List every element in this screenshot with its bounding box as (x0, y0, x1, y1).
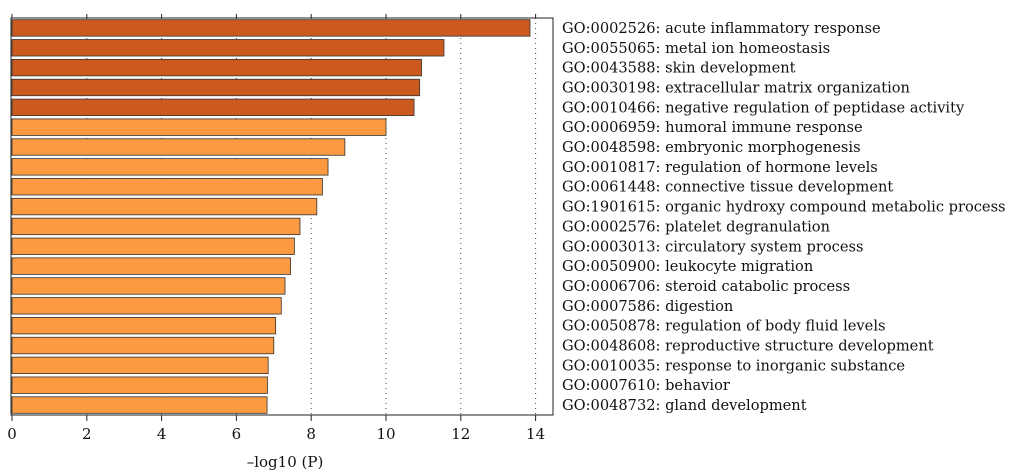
bar-13 (11, 277, 286, 295)
x-tick-label-12: 12 (451, 425, 470, 443)
category-label-9: GO:1901615: organic hydroxy compound met… (562, 199, 1006, 216)
bar-2 (11, 58, 422, 77)
x-axis-label: –log10 (P) (247, 453, 324, 471)
x-tick-label-0: 0 (7, 425, 17, 443)
x-tick-label-8: 8 (306, 425, 316, 443)
grid-lines (86, 18, 537, 415)
x-tick-label-10: 10 (376, 425, 395, 443)
bar-0 (11, 19, 531, 37)
bar-19 (11, 396, 268, 414)
bar-15 (11, 317, 277, 335)
category-label-19: GO:0048732: gland development (562, 397, 807, 414)
bar-4 (11, 98, 415, 116)
category-labels: GO:0002526: acute inflammatory response G… (562, 20, 1006, 414)
category-label-3: GO:0030198: extracellular matrix organiz… (562, 79, 910, 96)
x-tick-label-2: 2 (82, 425, 92, 443)
bars (11, 19, 531, 414)
category-label-6: GO:0048598: embryonic morphogenesis (562, 139, 861, 156)
category-label-5: GO:0006959: humoral immune response (562, 119, 863, 136)
bar-12 (11, 257, 292, 275)
bar-17 (11, 356, 269, 375)
category-label-18: GO:0007610: behavior (562, 377, 730, 394)
category-label-4: GO:0010466: negative regulation of pepti… (562, 99, 965, 116)
category-label-10: GO:0002576: platelet degranulation (562, 218, 830, 235)
category-label-16: GO:0048608: reproductive structure devel… (562, 338, 934, 355)
bar-18 (11, 376, 268, 394)
x-tick-label-6: 6 (232, 425, 242, 443)
bar-5 (11, 118, 387, 136)
plot-frame (10, 17, 554, 416)
x-tick-label-14: 14 (526, 425, 545, 443)
bar-1 (11, 39, 445, 57)
x-tick-label-4: 4 (157, 425, 167, 443)
bar-3 (11, 78, 421, 97)
category-label-13: GO:0006706: steroid catabolic process (562, 278, 850, 295)
bar-10 (11, 217, 301, 236)
category-label-15: GO:0050878: regulation of body fluid lev… (562, 318, 885, 335)
category-label-12: GO:0050900: leukocyte migration (562, 258, 813, 275)
category-label-17: GO:0010035: response to inorganic substa… (562, 357, 905, 374)
bar-14 (11, 297, 282, 315)
category-label-11: GO:0003013: circulatory system process (562, 238, 863, 255)
bar-7 (11, 158, 329, 176)
bar-11 (11, 237, 295, 255)
category-label-14: GO:0007586: digestion (562, 298, 733, 315)
category-label-7: GO:0010817: regulation of hormone levels (562, 159, 878, 176)
category-label-2: GO:0043588: skin development (562, 60, 796, 77)
bar-6 (11, 138, 346, 156)
bar-8 (11, 178, 323, 196)
category-label-8: GO:0061448: connective tissue developmen… (562, 179, 893, 196)
x-axis: 0 2 4 6 8 10 12 14 (7, 14, 545, 443)
category-label-0: GO:0002526: acute inflammatory response (562, 20, 881, 37)
bar-9 (11, 197, 318, 216)
category-label-1: GO:0055065: metal ion homeostasis (562, 40, 830, 57)
bar-16 (11, 336, 275, 355)
